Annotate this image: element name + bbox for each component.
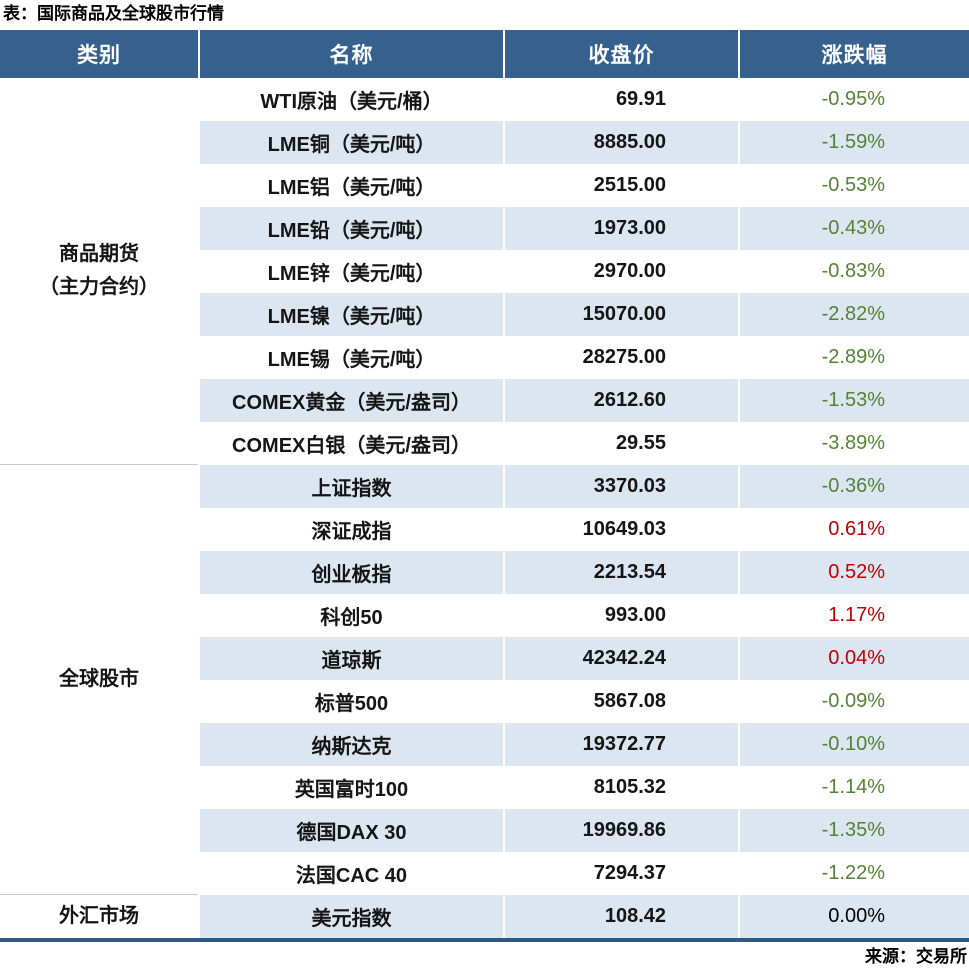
close-cell: 29.55 xyxy=(503,422,738,465)
category-line: 全球股市 xyxy=(59,668,139,690)
change-cell: -0.83% xyxy=(738,250,969,293)
change-cell: 0.04% xyxy=(738,637,969,680)
change-cell: -0.36% xyxy=(738,465,969,508)
name-cell: LME锡（美元/吨） xyxy=(198,336,503,379)
change-cell: -0.43% xyxy=(738,207,969,250)
close-cell: 42342.24 xyxy=(503,637,738,680)
category-cell: 商品期货 （主力合约） xyxy=(0,78,198,465)
category-line: 外汇市场 xyxy=(59,905,139,927)
market-table: 类别 名称 收盘价 涨跌幅商品期货 （主力合约） WTI原油（美元/桶） 69.91 -0.9… xyxy=(0,30,969,938)
change-cell: 0.52% xyxy=(738,551,969,594)
close-cell: 19372.77 xyxy=(503,723,738,766)
close-cell: 28275.00 xyxy=(503,336,738,379)
close-cell: 993.00 xyxy=(503,594,738,637)
close-cell: 2213.54 xyxy=(503,551,738,594)
change-cell: -2.82% xyxy=(738,293,969,336)
close-cell: 15070.00 xyxy=(503,293,738,336)
change-cell: 0.61% xyxy=(738,508,969,551)
change-cell: 0.00% xyxy=(738,895,969,938)
change-cell: 1.17% xyxy=(738,594,969,637)
change-cell: -1.53% xyxy=(738,379,969,422)
name-cell: 英国富时100 xyxy=(198,766,503,809)
category-line: 商品期货 xyxy=(59,243,139,265)
close-cell: 5867.08 xyxy=(503,680,738,723)
table-bottom-border xyxy=(0,938,969,942)
name-cell: 深证成指 xyxy=(198,508,503,551)
name-cell: 科创50 xyxy=(198,594,503,637)
name-cell: 德国DAX 30 xyxy=(198,809,503,852)
change-cell: -1.14% xyxy=(738,766,969,809)
header-cell: 名称 xyxy=(198,30,503,78)
change-cell: -1.59% xyxy=(738,121,969,164)
name-cell: LME锌（美元/吨） xyxy=(198,250,503,293)
name-cell: LME铜（美元/吨） xyxy=(198,121,503,164)
name-cell: LME铅（美元/吨） xyxy=(198,207,503,250)
category-cell: 全球股市 xyxy=(0,465,198,895)
name-cell: 美元指数 xyxy=(198,895,503,938)
close-cell: 3370.03 xyxy=(503,465,738,508)
name-cell: 上证指数 xyxy=(198,465,503,508)
close-cell: 1973.00 xyxy=(503,207,738,250)
name-cell: COMEX黄金（美元/盎司） xyxy=(198,379,503,422)
change-cell: -0.09% xyxy=(738,680,969,723)
category-cell: 外汇市场 xyxy=(0,895,198,938)
close-cell: 10649.03 xyxy=(503,508,738,551)
close-cell: 2515.00 xyxy=(503,164,738,207)
name-cell: LME铝（美元/吨） xyxy=(198,164,503,207)
close-cell: 108.42 xyxy=(503,895,738,938)
source-note: 来源：交易所 xyxy=(865,947,967,966)
change-cell: -0.53% xyxy=(738,164,969,207)
close-cell: 7294.37 xyxy=(503,852,738,895)
name-cell: 道琼斯 xyxy=(198,637,503,680)
name-cell: 法国CAC 40 xyxy=(198,852,503,895)
change-cell: -3.89% xyxy=(738,422,969,465)
name-cell: WTI原油（美元/桶） xyxy=(198,78,503,121)
close-cell: 8885.00 xyxy=(503,121,738,164)
table-title: 表：国际商品及全球股市行情 xyxy=(3,4,224,23)
close-cell: 2970.00 xyxy=(503,250,738,293)
change-cell: -2.89% xyxy=(738,336,969,379)
name-cell: 纳斯达克 xyxy=(198,723,503,766)
close-cell: 2612.60 xyxy=(503,379,738,422)
change-cell: -0.10% xyxy=(738,723,969,766)
name-cell: 标普500 xyxy=(198,680,503,723)
change-cell: -1.22% xyxy=(738,852,969,895)
name-cell: COMEX白银（美元/盎司） xyxy=(198,422,503,465)
name-cell: 创业板指 xyxy=(198,551,503,594)
change-cell: -0.95% xyxy=(738,78,969,121)
close-cell: 69.91 xyxy=(503,78,738,121)
header-cell: 涨跌幅 xyxy=(738,30,969,78)
name-cell: LME镍（美元/吨） xyxy=(198,293,503,336)
change-cell: -1.35% xyxy=(738,809,969,852)
header-cell: 类别 xyxy=(0,30,198,78)
close-cell: 19969.86 xyxy=(503,809,738,852)
category-line: （主力合约） xyxy=(39,276,159,298)
header-cell: 收盘价 xyxy=(503,30,738,78)
close-cell: 8105.32 xyxy=(503,766,738,809)
